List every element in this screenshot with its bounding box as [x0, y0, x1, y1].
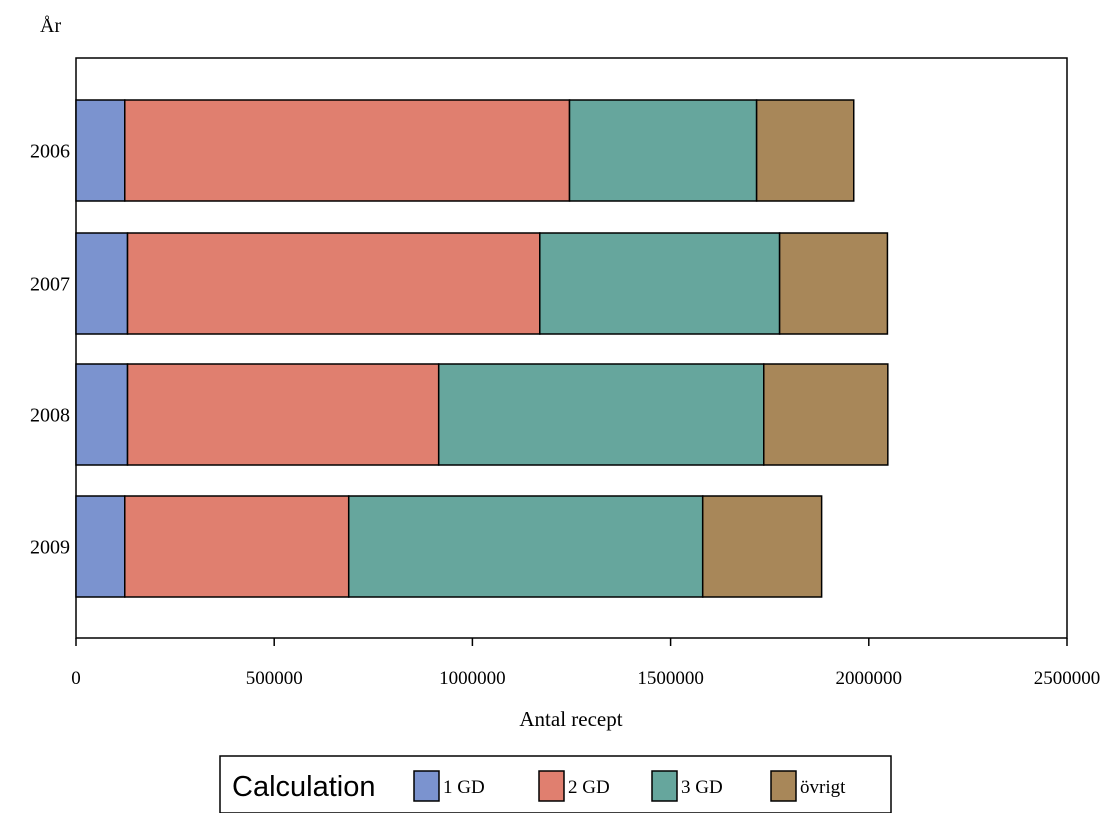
- legend-label-3: 3 GD: [681, 777, 723, 798]
- legend: Calculation 1 GD 2 GD 3 GD övrigt: [219, 755, 892, 813]
- x-tick-label: 1000000: [439, 668, 506, 689]
- plot-frame: [75, 57, 1068, 639]
- bar-2006-1-gd: [75, 99, 126, 202]
- legend-label-1: 1 GD: [443, 777, 485, 798]
- x-axis-label: Antal recept: [519, 707, 622, 731]
- x-axis: 0 500000 1000000 1500000 2000000 2500000: [71, 638, 1100, 689]
- y-tick-label: 2007: [30, 274, 70, 296]
- bar-2007-övrigt: [778, 232, 889, 335]
- bar-2009-3-gd: [347, 495, 704, 598]
- x-tick-label: 2500000: [1034, 668, 1100, 689]
- bar-2009-2-gd: [124, 495, 350, 598]
- y-tick-label: 2009: [30, 537, 70, 559]
- bar-2007-3-gd: [539, 232, 781, 335]
- legend-label-2: 2 GD: [568, 777, 610, 798]
- y-tick-label: 2008: [30, 405, 70, 427]
- bar-2006-3-gd: [568, 99, 758, 202]
- y-axis-label: År: [40, 15, 61, 37]
- bar-2009-övrigt: [701, 495, 823, 598]
- x-tick-label: 1500000: [637, 668, 704, 689]
- bar-2006-övrigt: [755, 99, 855, 202]
- x-tick-label: 500000: [246, 668, 303, 689]
- legend-swatch-2: [538, 770, 565, 802]
- bars-layer: [75, 99, 889, 598]
- bar-2009-1-gd: [75, 495, 126, 598]
- legend-swatch-1: [413, 770, 440, 802]
- y-tick-labels: 2006 2007 2008 2009: [30, 141, 70, 559]
- legend-title: Calculation: [232, 771, 375, 803]
- bar-2008-övrigt: [763, 363, 889, 466]
- x-tick-label: 0: [71, 668, 81, 689]
- bar-2006-2-gd: [124, 99, 571, 202]
- bar-2008-2-gd: [126, 363, 440, 466]
- legend-swatch-4: [770, 770, 797, 802]
- legend-label-4: övrigt: [800, 777, 846, 798]
- x-tick-label: 2000000: [836, 668, 903, 689]
- legend-items: 1 GD 2 GD 3 GD övrigt: [413, 770, 846, 802]
- bar-2008-3-gd: [437, 363, 765, 466]
- y-tick-label: 2006: [30, 141, 70, 163]
- bar-2007-1-gd: [75, 232, 129, 335]
- bar-2008-1-gd: [75, 363, 129, 466]
- legend-swatch-3: [651, 770, 678, 802]
- bar-2007-2-gd: [126, 232, 541, 335]
